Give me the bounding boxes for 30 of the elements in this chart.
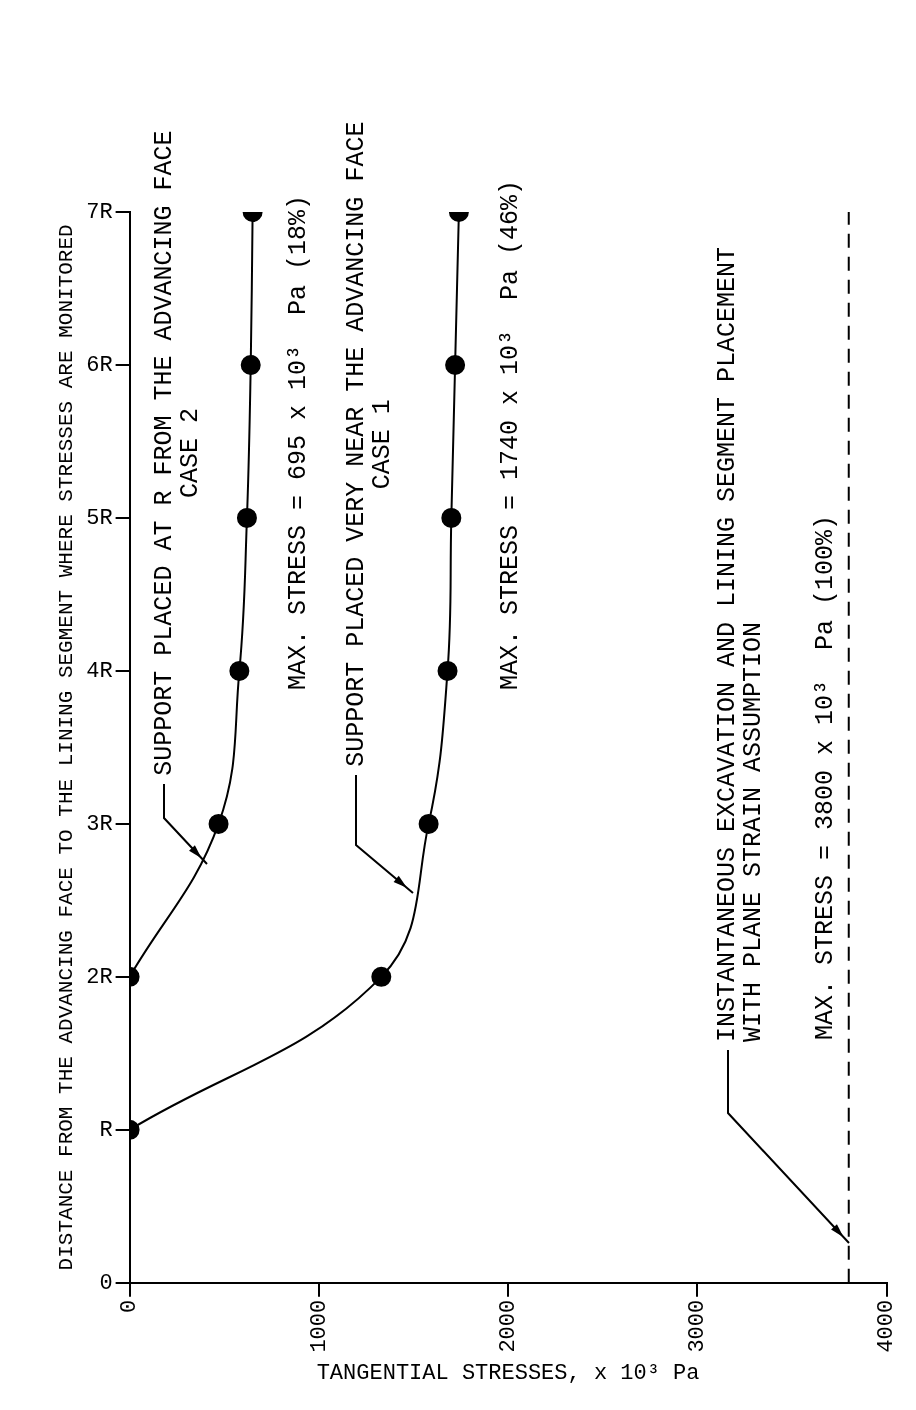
point bbox=[371, 966, 392, 987]
point bbox=[229, 660, 250, 681]
x-tick-label: 0 bbox=[117, 1299, 143, 1313]
y-tick-label: 6R bbox=[86, 352, 113, 378]
y-axis-title: DISTANCE FROM THE ADVANCING FACE TO THE LINING SEGMENT WHERE STRESSES ARE MONITORED bbox=[55, 224, 79, 1271]
y-tick-label: 7R bbox=[86, 199, 113, 225]
point bbox=[236, 507, 257, 528]
point bbox=[418, 813, 439, 834]
annotation: SUPPORT PLACED AT R FROM THE ADVANCING FACE CASE 2 bbox=[149, 130, 205, 776]
y-tick-label: 5R bbox=[86, 505, 113, 531]
annotation: SUPPORT PLACED VERY NEAR THE ADVANCING FACE CASE 1 bbox=[342, 121, 398, 767]
y-tick-label: 3R bbox=[86, 811, 113, 837]
x-tick-label: 2000 bbox=[495, 1299, 521, 1353]
y-tick-label: 4R bbox=[86, 658, 113, 684]
annotation: MAX. STRESS = 3800 x 10³ Pa (100%) bbox=[810, 514, 840, 1040]
y-tick-label: 2R bbox=[86, 964, 113, 990]
x-axis-title: TANGENTIAL STRESSES, x 10³ Pa bbox=[316, 1360, 700, 1386]
annotation: INSTANTANEOUS EXCAVATION AND LINING SEGMENT PLACEMENT WITH PLANE STRAIN ASSUMPTION bbox=[713, 246, 769, 1043]
annotation: MAX. STRESS = 695 x 10³ Pa (18%) bbox=[283, 194, 313, 690]
annotation: MAX. STRESS = 1740 x 10³ Pa (46%) bbox=[495, 179, 525, 690]
x-tick-label: 3000 bbox=[685, 1299, 711, 1353]
point bbox=[437, 660, 458, 681]
point bbox=[445, 354, 466, 375]
y-tick-label: R bbox=[99, 1117, 113, 1143]
point bbox=[240, 354, 261, 375]
point bbox=[208, 813, 229, 834]
point bbox=[441, 507, 462, 528]
x-tick-label: 4000 bbox=[874, 1299, 900, 1353]
y-tick-label: 0 bbox=[99, 1270, 113, 1296]
x-tick-label: 1000 bbox=[306, 1299, 332, 1353]
